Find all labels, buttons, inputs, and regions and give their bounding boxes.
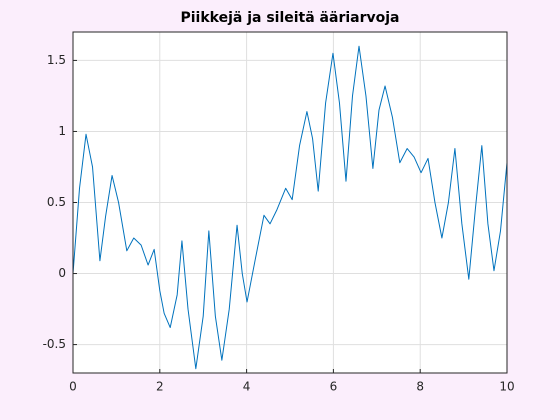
labels: 0 2 4 6 8 10 -0.5 0 0.5 1 1.5 [43,53,515,394]
y-tick-label: 1 [58,124,66,138]
y-tick-label: 1.5 [47,53,66,67]
x-tick-label: 2 [156,380,164,394]
x-tick-label: 10 [499,380,514,394]
plot [72,45,508,370]
x-tick-label: 6 [330,380,338,394]
x-tick-label: 4 [243,380,251,394]
grid [72,32,508,373]
y-tick-label: -0.5 [43,337,66,351]
chart-title: Piikkejä ja sileitä ääriarvoja [180,10,399,26]
line-series [72,45,508,370]
y-tick-label: 0 [58,266,66,280]
x-tick-label: 0 [69,380,77,394]
y-tick-label: 0.5 [47,195,66,209]
x-tick-label: 8 [416,380,424,394]
